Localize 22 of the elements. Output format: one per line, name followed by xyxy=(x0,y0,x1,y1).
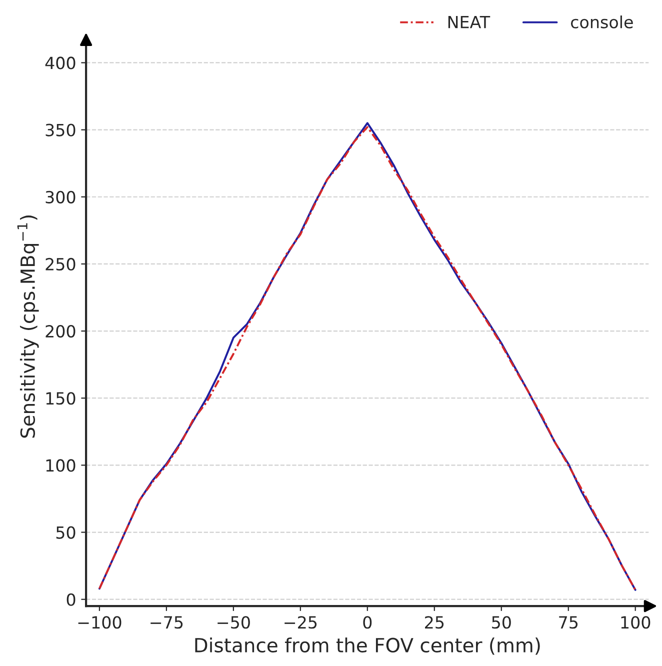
y-tick-label: 400 xyxy=(45,56,76,70)
x-tick-label: 25 xyxy=(425,616,444,629)
x-tick-label: 75 xyxy=(559,616,578,629)
y-tick-label: 0 xyxy=(66,593,76,606)
x-tick-label: −25 xyxy=(284,616,317,629)
legend-label: NEAT xyxy=(448,16,490,28)
x-tick-label: −75 xyxy=(150,616,183,629)
y-tick-label: 350 xyxy=(46,124,76,136)
y-tick-label: 200 xyxy=(46,325,76,338)
y-tick-label: 100 xyxy=(46,459,76,472)
x-tick-label: 100 xyxy=(621,616,650,629)
x-tick-label: −100 xyxy=(78,616,122,629)
x-axis-title: Distance from the FOV center (mm) xyxy=(195,637,540,655)
legend-label: console xyxy=(570,15,633,28)
y-tick-label: 50 xyxy=(56,526,76,539)
y-tick-label: 150 xyxy=(46,392,76,405)
x-tick-label: 50 xyxy=(492,616,511,629)
y-tick-label: 300 xyxy=(46,190,76,204)
y-axis-title: Sensitivity (cps.MBq$^{−1}$) xyxy=(17,216,39,438)
x-tick-label: −50 xyxy=(218,616,250,629)
x-tick-label: 0 xyxy=(363,616,372,629)
y-tick-label: 250 xyxy=(46,258,76,271)
